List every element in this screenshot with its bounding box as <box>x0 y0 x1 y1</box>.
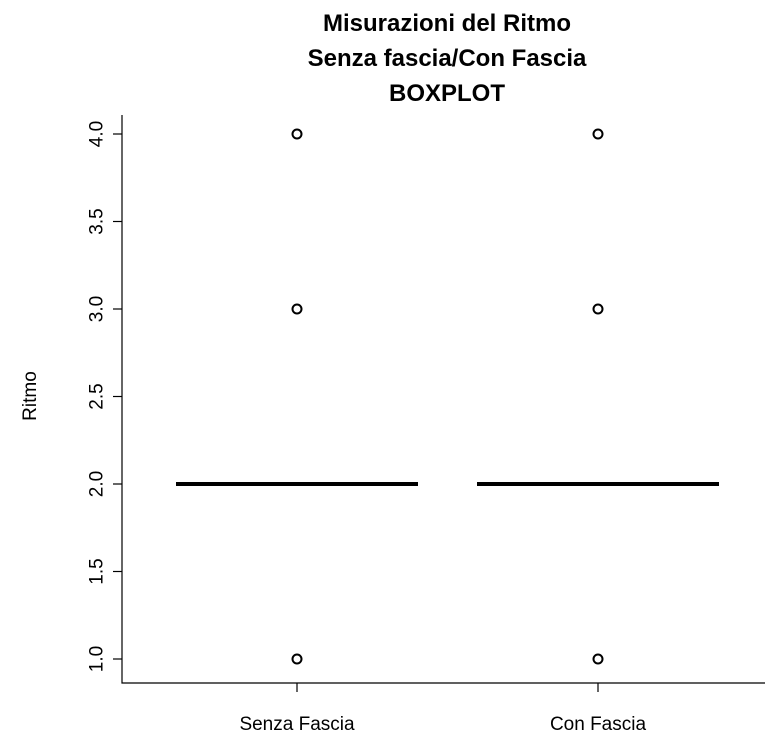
chart-title-line-1: Misurazioni del Ritmo <box>323 10 571 37</box>
y-tick-label: 4.0 <box>87 121 108 147</box>
outlier-point <box>592 653 604 665</box>
box-group <box>176 128 418 665</box>
x-tick-label: Con Fascia <box>550 714 647 735</box>
chart-title-line-2: Senza fascia/Con Fascia <box>308 45 587 72</box>
y-tick-label: 1.5 <box>87 558 108 584</box>
x-axis: Senza Fascia Con Fascia <box>239 683 646 735</box>
x-tick-label: Senza Fascia <box>239 714 355 735</box>
chart-title-line-3: BOXPLOT <box>389 80 505 107</box>
y-tick-label: 3.5 <box>87 208 108 234</box>
outlier-point <box>592 128 604 140</box>
y-tick-label: 2.5 <box>87 383 108 409</box>
outlier-point <box>291 653 303 665</box>
y-tick-label: 2.0 <box>87 471 108 497</box>
y-tick-label: 1.0 <box>87 646 108 672</box>
y-tick-label: 3.0 <box>87 296 108 322</box>
plot-frame <box>121 115 765 684</box>
outlier-point <box>291 303 303 315</box>
y-axis-label: Ritmo <box>20 371 41 421</box>
box-series <box>176 128 719 665</box>
box-group <box>477 128 719 665</box>
outlier-point <box>592 303 604 315</box>
outlier-point <box>291 128 303 140</box>
y-axis: 1.0 1.5 2.0 2.5 3.0 3.5 4.0 <box>87 121 122 672</box>
